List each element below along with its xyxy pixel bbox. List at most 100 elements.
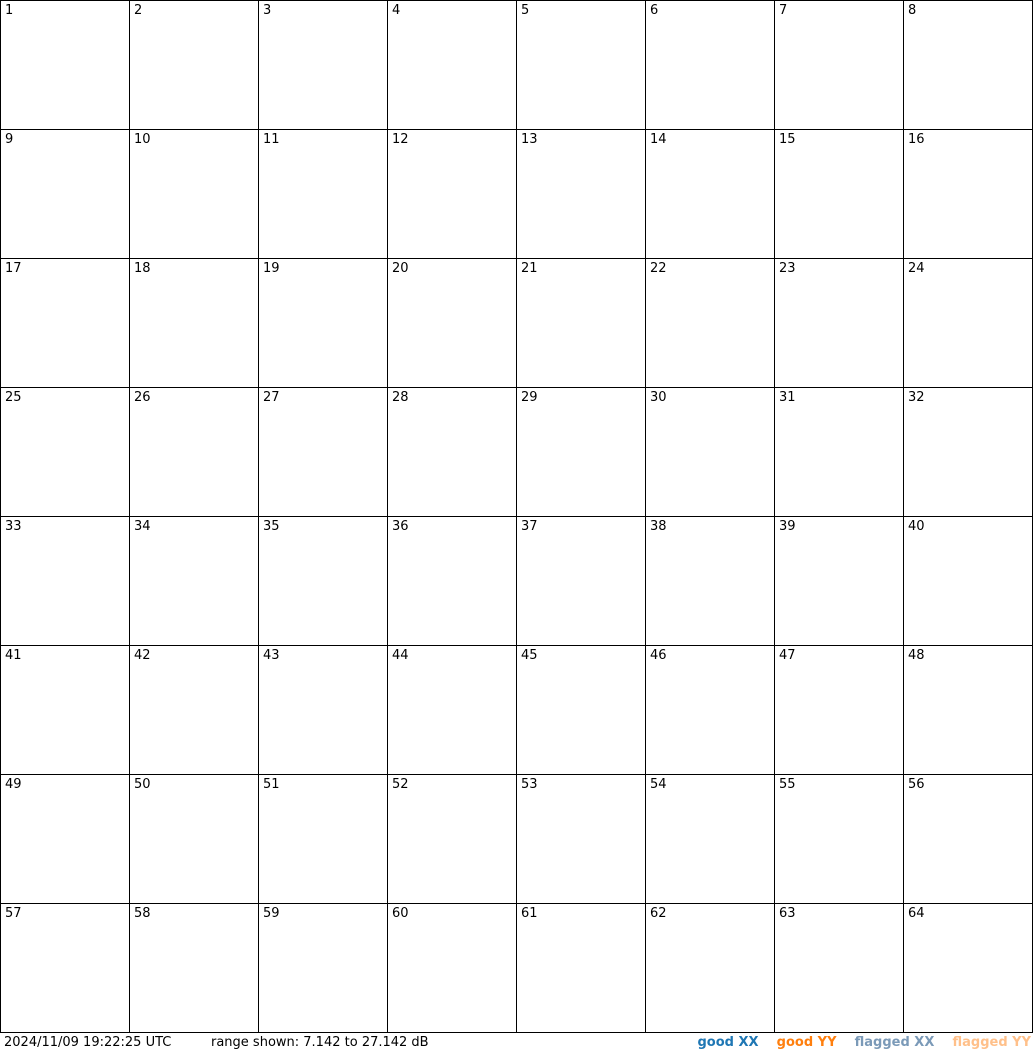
panel-label: 59: [263, 906, 280, 921]
panel-frame: [903, 258, 1033, 388]
panel-52: 52: [387, 774, 517, 904]
panel-frame: [903, 645, 1033, 775]
panel-label: 55: [779, 777, 796, 792]
panel-label: 1: [5, 3, 13, 18]
panel-58: 58: [129, 903, 259, 1033]
panel-43: 43: [258, 645, 388, 775]
panel-frame: [903, 774, 1033, 904]
panel-frame: [645, 129, 775, 259]
legend: good XX good YY flagged XX flagged YY: [683, 1033, 1031, 1053]
panel-33: 33: [0, 516, 130, 646]
panel-frame: [0, 129, 130, 259]
panel-17: 17: [0, 258, 130, 388]
panel-label: 9: [5, 132, 13, 147]
panel-label: 2: [134, 3, 142, 18]
panel-frame: [903, 129, 1033, 259]
panel-label: 17: [5, 261, 22, 276]
panel-frame: [129, 0, 259, 130]
panel-label: 4: [392, 3, 400, 18]
panel-label: 19: [263, 261, 280, 276]
panel-frame: [129, 516, 259, 646]
panel-label: 45: [521, 648, 538, 663]
legend-good-xx: good XX: [697, 1035, 759, 1050]
panel-label: 14: [650, 132, 667, 147]
panel-frame: [0, 258, 130, 388]
panel-frame: [774, 774, 904, 904]
panel-frame: [129, 129, 259, 259]
footer-bar: 2024/11/09 19:22:25 UTC range shown: 7.1…: [0, 1033, 1033, 1053]
panel-frame: [774, 0, 904, 130]
timestamp: 2024/11/09 19:22:25 UTC: [4, 1035, 172, 1050]
panel-frame: [0, 645, 130, 775]
panel-frame: [903, 387, 1033, 517]
panel-13: 13: [516, 129, 646, 259]
panel-frame: [516, 387, 646, 517]
panel-4: 4: [387, 0, 517, 130]
panel-frame: [774, 387, 904, 517]
panel-frame: [516, 645, 646, 775]
panel-label: 57: [5, 906, 22, 921]
panel-frame: [258, 903, 388, 1033]
panel-frame: [0, 387, 130, 517]
panel-label: 26: [134, 390, 151, 405]
panel-label: 38: [650, 519, 667, 534]
panel-label: 11: [263, 132, 280, 147]
panel-frame: [387, 258, 517, 388]
panel-1: 1: [0, 0, 130, 130]
panel-label: 22: [650, 261, 667, 276]
panel-39: 39: [774, 516, 904, 646]
panel-label: 27: [263, 390, 280, 405]
range-label: range shown: 7.142 to 27.142 dB: [211, 1035, 429, 1050]
panel-40: 40: [903, 516, 1033, 646]
panel-frame: [258, 516, 388, 646]
panel-61: 61: [516, 903, 646, 1033]
panel-label: 52: [392, 777, 409, 792]
panel-label: 33: [5, 519, 22, 534]
panel-label: 64: [908, 906, 925, 921]
panel-label: 29: [521, 390, 538, 405]
panel-label: 56: [908, 777, 925, 792]
panel-11: 11: [258, 129, 388, 259]
panel-42: 42: [129, 645, 259, 775]
panel-label: 42: [134, 648, 151, 663]
panel-35: 35: [258, 516, 388, 646]
panel-23: 23: [774, 258, 904, 388]
panel-label: 34: [134, 519, 151, 534]
panel-37: 37: [516, 516, 646, 646]
panel-label: 50: [134, 777, 151, 792]
panel-label: 48: [908, 648, 925, 663]
panel-label: 12: [392, 132, 409, 147]
panel-54: 54: [645, 774, 775, 904]
panel-27: 27: [258, 387, 388, 517]
panel-label: 28: [392, 390, 409, 405]
panel-frame: [387, 645, 517, 775]
panel-3: 3: [258, 0, 388, 130]
panel-label: 10: [134, 132, 151, 147]
panel-frame: [258, 258, 388, 388]
panel-60: 60: [387, 903, 517, 1033]
panel-57: 57: [0, 903, 130, 1033]
panel-frame: [129, 258, 259, 388]
panel-24: 24: [903, 258, 1033, 388]
panel-label: 25: [5, 390, 22, 405]
panel-frame: [645, 516, 775, 646]
panel-label: 44: [392, 648, 409, 663]
panel-frame: [129, 645, 259, 775]
panel-frame: [387, 774, 517, 904]
panel-53: 53: [516, 774, 646, 904]
panel-label: 60: [392, 906, 409, 921]
legend-good-yy: good YY: [776, 1035, 837, 1050]
panel-15: 15: [774, 129, 904, 259]
panel-frame: [516, 903, 646, 1033]
panel-label: 58: [134, 906, 151, 921]
panel-36: 36: [387, 516, 517, 646]
panel-frame: [387, 129, 517, 259]
panel-25: 25: [0, 387, 130, 517]
panel-28: 28: [387, 387, 517, 517]
panel-label: 30: [650, 390, 667, 405]
panel-label: 43: [263, 648, 280, 663]
panel-29: 29: [516, 387, 646, 517]
panel-19: 19: [258, 258, 388, 388]
panel-label: 47: [779, 648, 796, 663]
